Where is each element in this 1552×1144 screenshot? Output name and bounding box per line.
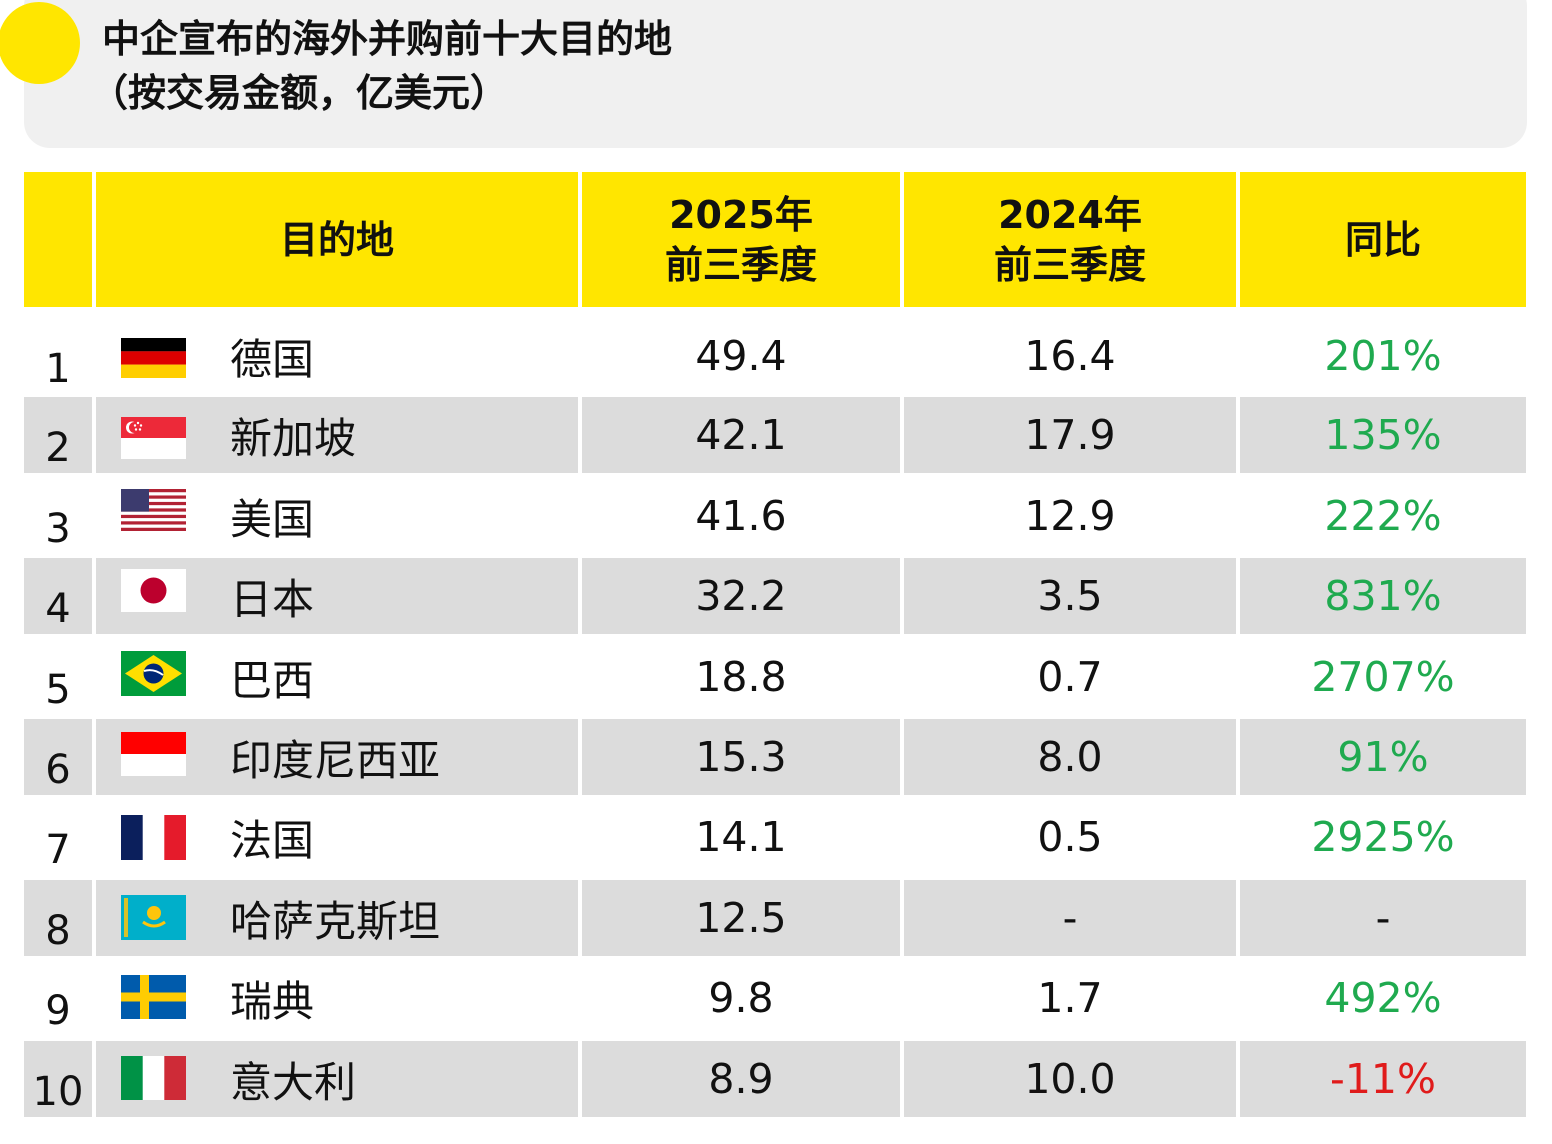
row-8-value-2024: - [1062, 894, 1078, 942]
row-2-value-2024: 17.9 [1024, 411, 1116, 459]
row-2-yoy: 135% [1324, 411, 1442, 459]
row-6-value-2025: 15.3 [695, 733, 787, 781]
row-10-background [1240, 1041, 1526, 1117]
row-2-background [582, 397, 900, 473]
row-10-destination: 意大利 [230, 1057, 357, 1107]
row-8-rank: 8 [45, 908, 71, 954]
row-3-destination: 美国 [230, 494, 315, 544]
row-9-value-2025: 9.8 [708, 974, 774, 1022]
row-6-background [904, 719, 1236, 795]
row-6-yoy: 91% [1337, 733, 1429, 781]
row-4-rank: 4 [45, 586, 71, 632]
title-line-2: （按交易金额，亿美元） [90, 71, 509, 115]
row-9-rank: 9 [45, 988, 71, 1034]
row-10-value-2025: 8.9 [708, 1055, 774, 1103]
row-4-background [904, 558, 1236, 634]
header-2024-q1-q3: 2024年 前三季度 [904, 172, 1236, 307]
row-6-background [582, 719, 900, 795]
row-6-background [24, 719, 92, 795]
row-7-yoy: 2925% [1311, 813, 1455, 861]
row-7-rank: 7 [45, 827, 71, 873]
row-8-background [904, 880, 1236, 956]
row-8-yoy: - [1375, 894, 1391, 942]
header-2025-period: 前三季度 [664, 242, 817, 287]
row-6-rank: 6 [45, 747, 71, 793]
row-9-yoy: 492% [1324, 974, 1442, 1022]
row-4-yoy: 831% [1324, 572, 1442, 620]
row-2-background [24, 397, 92, 473]
header-yoy: 同比 [1240, 172, 1526, 307]
row-4-background [24, 558, 92, 634]
title-panel [0, 0, 1527, 148]
row-7-value-2025: 14.1 [695, 813, 787, 861]
row-1-value-2025: 49.4 [695, 332, 787, 380]
row-6-background [1240, 719, 1526, 795]
singapore-flag-icon [121, 417, 186, 459]
row-9-value-2024: 1.7 [1037, 974, 1103, 1022]
row-7-value-2024: 0.5 [1037, 813, 1103, 861]
row-5-yoy: 2707% [1311, 653, 1455, 701]
row-4-value-2025: 32.2 [695, 572, 787, 620]
row-8-background [24, 880, 92, 956]
row-3-yoy: 222% [1324, 492, 1442, 540]
row-4-value-2024: 3.5 [1037, 572, 1103, 620]
header-destination: 目的地 [96, 172, 578, 307]
row-2-background [1240, 397, 1526, 473]
header-rank [24, 172, 92, 307]
row-1-rank: 1 [45, 346, 71, 392]
france-flag-icon [121, 815, 186, 860]
row-10-background [24, 1041, 92, 1117]
row-2-background [904, 397, 1236, 473]
row-2-rank: 2 [45, 425, 71, 471]
row-1-yoy: 201% [1324, 332, 1442, 380]
kazakhstan-flag-icon [121, 895, 186, 940]
row-6-destination: 印度尼西亚 [230, 735, 441, 785]
usa-flag-icon [121, 489, 186, 531]
header-2025-year: 2025年 [669, 192, 813, 237]
row-4-background [1240, 558, 1526, 634]
row-10-background [904, 1041, 1236, 1117]
row-1-value-2024: 16.4 [1024, 332, 1116, 380]
row-3-value-2025: 41.6 [695, 492, 787, 540]
row-3-rank: 3 [45, 506, 71, 552]
row-1-destination: 德国 [230, 334, 315, 384]
title-line-1: 中企宣布的海外并购前十大目的地 [102, 17, 673, 61]
row-10-background [582, 1041, 900, 1117]
row-9-destination: 瑞典 [230, 976, 315, 1026]
row-8-background [582, 880, 900, 956]
row-6-value-2024: 8.0 [1037, 733, 1103, 781]
row-8-value-2025: 12.5 [695, 894, 787, 942]
sweden-flag-icon [121, 975, 186, 1019]
row-2-value-2025: 42.1 [695, 411, 787, 459]
page-title: 中企宣布的海外并购前十大目的地 （按交易金额，亿美元） [90, 12, 673, 120]
row-10-value-2024: 10.0 [1024, 1055, 1116, 1103]
header-2024-period: 前三季度 [993, 242, 1146, 287]
row-10-yoy: -11% [1330, 1055, 1436, 1103]
row-3-value-2024: 12.9 [1024, 492, 1116, 540]
row-7-destination: 法国 [230, 815, 315, 865]
yellow-dot-decoration [0, 2, 80, 84]
germany-flag-icon [121, 338, 186, 378]
row-8-background [1240, 880, 1526, 956]
row-5-value-2024: 0.7 [1037, 653, 1103, 701]
brazil-flag-icon [121, 651, 186, 696]
row-4-background [582, 558, 900, 634]
row-5-destination: 巴西 [230, 655, 315, 705]
row-5-value-2025: 18.8 [695, 653, 787, 701]
row-8-destination: 哈萨克斯坦 [230, 896, 441, 946]
japan-flag-icon [121, 569, 186, 612]
italy-flag-icon [121, 1056, 186, 1100]
header-2025-q1-q3: 2025年 前三季度 [582, 172, 900, 307]
row-5-rank: 5 [45, 667, 71, 713]
header-2024-year: 2024年 [998, 192, 1142, 237]
row-10-rank: 10 [32, 1069, 84, 1115]
indonesia-flag-icon [121, 732, 186, 776]
row-2-destination: 新加坡 [230, 413, 357, 463]
row-4-destination: 日本 [230, 574, 315, 624]
